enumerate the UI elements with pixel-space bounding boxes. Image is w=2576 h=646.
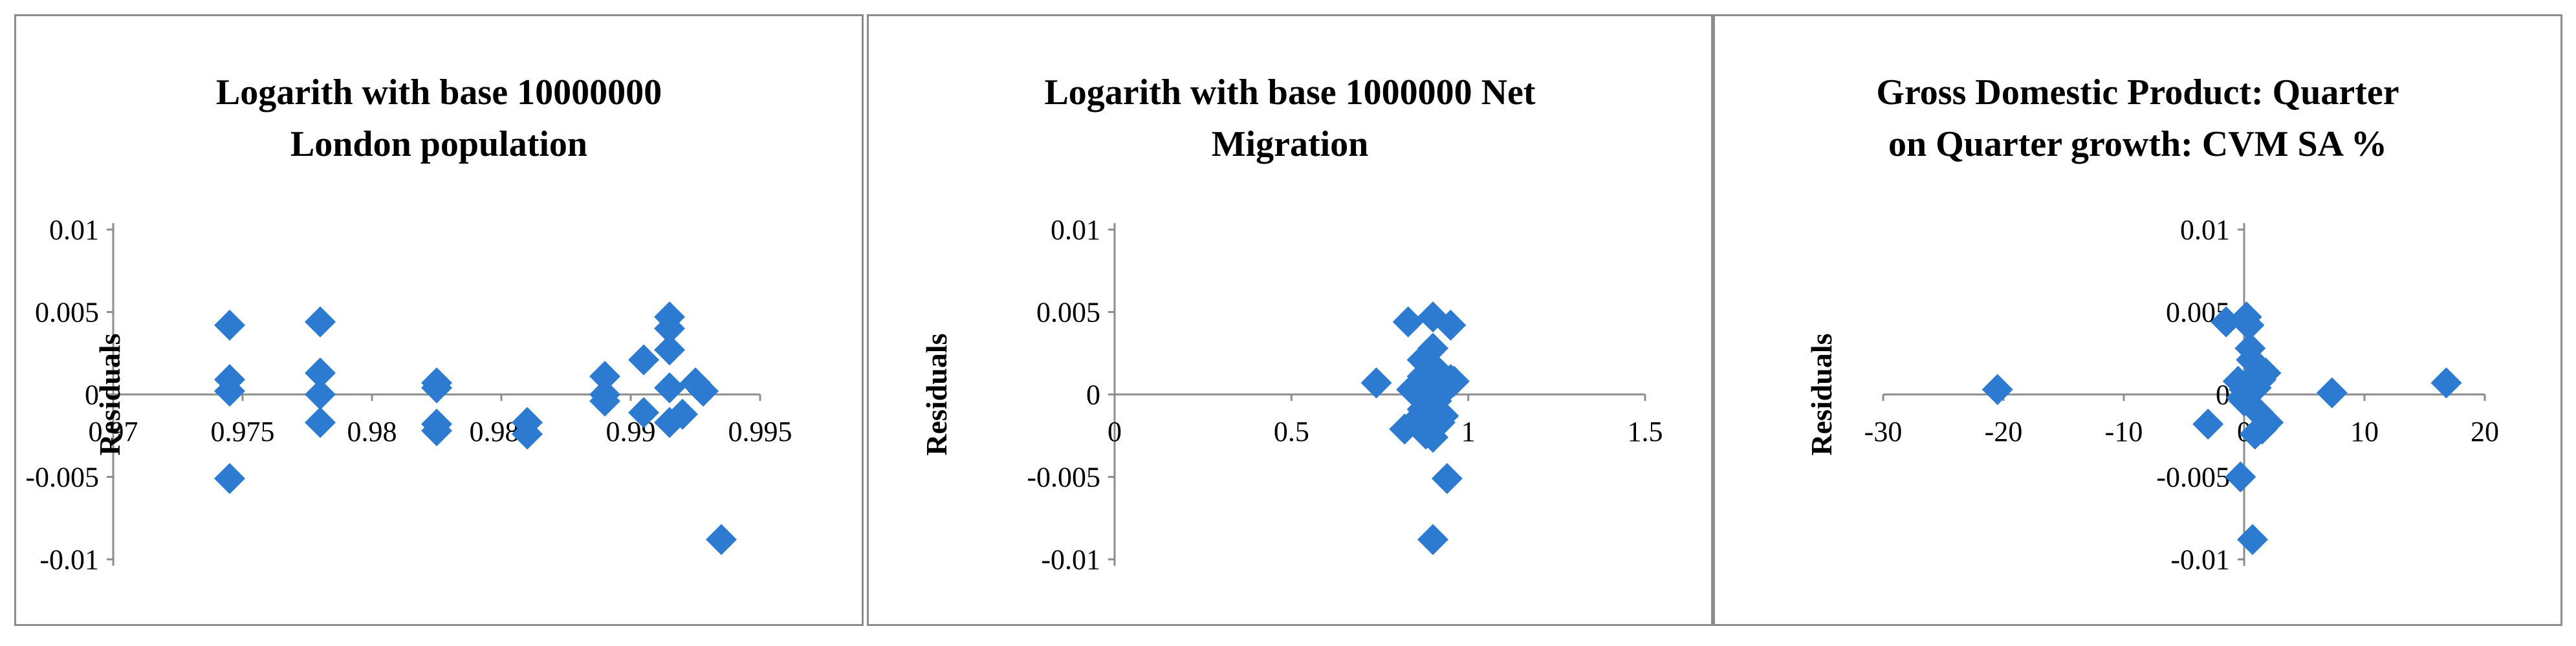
data-point xyxy=(667,398,698,430)
data-point xyxy=(706,524,737,555)
x-tick-label: 0.995 xyxy=(728,416,792,447)
chart-panel-net-migration: Logarith with base 1000000 Net Migration -… xyxy=(867,14,1713,626)
y-tick-label: -0.01 xyxy=(1041,544,1100,576)
x-tick-label: -30 xyxy=(1864,416,1903,447)
y-tick-label: 0.005 xyxy=(1036,297,1100,328)
data-point xyxy=(628,397,659,429)
data-point xyxy=(589,385,620,417)
data-point xyxy=(654,313,685,344)
y-tick-label: -0.005 xyxy=(1027,462,1100,493)
data-point xyxy=(1428,400,1459,432)
data-point xyxy=(2192,408,2224,440)
chart-title-line: Logarith with base 10000000 xyxy=(216,72,662,113)
y-axis-label: Residuals xyxy=(93,333,126,455)
chart-title-line: London population xyxy=(290,124,587,164)
data-point xyxy=(421,372,452,404)
data-point xyxy=(1392,306,1424,338)
y-tick-label: 0 xyxy=(85,379,99,411)
data-point xyxy=(1438,365,1470,397)
scatter-chart-net-migration: Logarith with base 1000000 Net Migration -… xyxy=(920,72,1663,576)
data-point xyxy=(2253,407,2284,438)
data-point xyxy=(1406,344,1438,376)
data-point xyxy=(1981,374,2013,405)
y-tick-label: 0.005 xyxy=(35,297,99,328)
y-tick-label: -0.005 xyxy=(2156,462,2230,493)
data-point xyxy=(512,418,543,450)
data-point xyxy=(688,375,719,407)
data-point xyxy=(1417,301,1448,333)
data-point xyxy=(1406,360,1438,392)
data-point xyxy=(1435,309,1467,341)
y-tick-label: 0.01 xyxy=(1051,214,1100,246)
chart-title-line: Gross Domestic Product: Quarter xyxy=(1876,72,2399,113)
data-point xyxy=(214,309,245,341)
data-point xyxy=(2239,418,2271,450)
data-point xyxy=(1431,463,1463,495)
data-point xyxy=(305,379,336,410)
data-point xyxy=(305,357,336,389)
data-point xyxy=(2316,377,2348,409)
data-point xyxy=(589,360,620,392)
y-axis-label: Residuals xyxy=(1805,333,1838,455)
data-point xyxy=(2210,306,2242,338)
x-tick-label: 0.975 xyxy=(211,416,275,447)
data-point xyxy=(2225,461,2256,493)
scatter-chart-london-population: Logarith with base 10000000 London popula… xyxy=(25,72,792,576)
chart-panel-gdp-growth: Gross Domestic Product: Quarter on Quarte… xyxy=(1713,14,2562,626)
y-tick-label: 0.01 xyxy=(49,214,99,246)
data-point xyxy=(1417,524,1448,555)
data-point xyxy=(305,407,336,438)
data-point xyxy=(2237,524,2269,555)
data-point xyxy=(2226,382,2258,414)
x-tick-label: 20 xyxy=(2471,416,2499,447)
y-tick-label: 0 xyxy=(1086,379,1100,411)
data-point xyxy=(654,372,685,404)
chart-title-line: Migration xyxy=(1212,124,1369,164)
scatter-chart-gdp-growth: Gross Domestic Product: Quarter on Quarte… xyxy=(1805,72,2499,576)
x-tick-label: 1 xyxy=(1461,416,1476,447)
data-point xyxy=(1417,422,1448,453)
data-point xyxy=(1360,367,1392,399)
x-tick-label: -20 xyxy=(1985,416,2023,447)
chart-panel-london-population: Logarith with base 10000000 London popula… xyxy=(14,14,864,626)
x-tick-label: 1.5 xyxy=(1628,416,1663,447)
x-tick-label: 0 xyxy=(1108,416,1122,447)
y-tick-label: 0 xyxy=(2216,379,2230,411)
data-point xyxy=(214,463,245,495)
chart-title-line: Logarith with base 1000000 Net xyxy=(1044,72,1535,113)
data-point xyxy=(2430,367,2462,399)
y-tick-label: -0.005 xyxy=(25,462,99,493)
y-tick-label: -0.01 xyxy=(2170,544,2230,576)
chart-title-line: on Quarter growth: CVM SA % xyxy=(1888,124,2387,164)
x-tick-label: 0.5 xyxy=(1274,416,1309,447)
data-point xyxy=(628,344,659,376)
y-tick-label: 0.01 xyxy=(2180,214,2230,246)
x-tick-label: 10 xyxy=(2350,416,2379,447)
data-point xyxy=(1417,332,1448,364)
x-tick-label: 0.98 xyxy=(347,416,397,447)
data-point xyxy=(654,334,685,366)
y-tick-label: -0.01 xyxy=(39,544,99,576)
data-point xyxy=(421,415,452,447)
data-point xyxy=(1421,385,1452,417)
x-tick-label: 0.97 xyxy=(89,416,138,447)
data-point xyxy=(305,306,336,338)
data-point xyxy=(2245,364,2277,396)
y-axis-label: Residuals xyxy=(920,333,953,455)
data-point xyxy=(2233,309,2265,341)
data-point xyxy=(214,375,245,407)
x-tick-label: -10 xyxy=(2105,416,2143,447)
